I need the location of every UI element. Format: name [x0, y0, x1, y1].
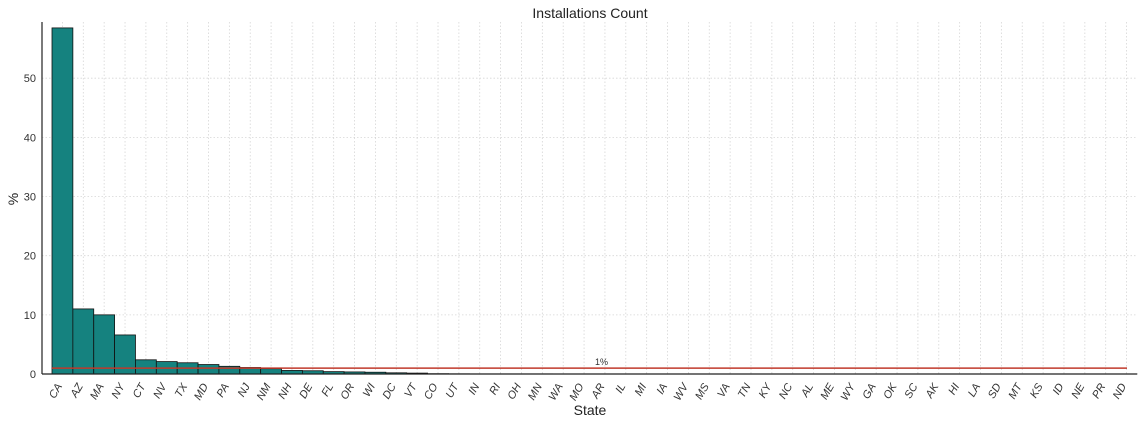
- x-tick-label-tn: TN: [736, 381, 754, 400]
- x-tick-label-ok: OK: [881, 381, 900, 401]
- x-tick-label-co: CO: [422, 381, 441, 402]
- x-tick-label-sd: SD: [986, 381, 1004, 400]
- bars: [51, 27, 1138, 375]
- x-tick-label-ga: GA: [860, 382, 878, 402]
- x-tick-label-ms: MS: [693, 381, 712, 402]
- x-tick-label-ky: KY: [757, 381, 775, 400]
- x-tick-label-va: VA: [715, 382, 732, 400]
- x-axis-label: State: [574, 402, 607, 418]
- x-tick-label-wa: WA: [547, 382, 566, 403]
- x-tick-label-or: OR: [339, 381, 358, 401]
- reference-line-label: 1%: [595, 357, 608, 367]
- x-tick-label-ne: NE: [1069, 381, 1087, 401]
- chart-title: Installations Count: [532, 5, 647, 21]
- y-tick-label: 20: [24, 251, 36, 263]
- x-ticks: CA AZ MA NY CT NV TX MD PA NJ NM NH DE FL OR WI DC VT CO UT…: [47, 380, 1129, 403]
- x-tick-label-nm: NM: [255, 381, 274, 403]
- x-tick-label-mo: MO: [567, 381, 586, 403]
- grid: [42, 22, 1137, 375]
- x-tick-label-la: LA: [966, 382, 983, 400]
- x-tick-label-nj: NJ: [236, 381, 253, 399]
- x-tick-label-nd: ND: [1111, 381, 1129, 401]
- x-tick-label-sc: SC: [902, 381, 920, 400]
- y-tick-label: 30: [24, 192, 36, 204]
- bar-md: [197, 364, 220, 375]
- y-tick-label: 40: [24, 132, 36, 144]
- x-tick-label-ar: AR: [589, 381, 608, 401]
- x-tick-label-pr: PR: [1090, 381, 1108, 400]
- x-tick-label-in: IN: [466, 381, 482, 397]
- x-tick-label-ia: IA: [655, 382, 671, 397]
- x-tick-label-ca: CA: [47, 382, 65, 401]
- x-tick-label-il: IL: [613, 382, 628, 396]
- x-tick-label-wy: WY: [839, 381, 859, 403]
- x-tick-label-nv: NV: [151, 380, 170, 401]
- x-tick-label-hi: HI: [946, 382, 962, 398]
- x-tick-label-oh: OH: [505, 381, 524, 401]
- x-tick-label-wv: WV: [672, 380, 692, 403]
- x-tick-label-wi: WI: [361, 382, 378, 400]
- y-axis-label: %: [5, 193, 21, 205]
- x-tick-label-md: MD: [192, 381, 211, 402]
- reference-line-group: 1%: [52, 357, 1127, 369]
- y-ticks: 0 10 20 30 40 50: [24, 73, 36, 381]
- bar-ct: [135, 359, 157, 375]
- x-tick-label-az: AZ: [68, 380, 87, 400]
- x-tick-label-fl: FL: [319, 382, 336, 399]
- x-tick-label-id: ID: [1051, 381, 1067, 397]
- x-tick-label-me: ME: [818, 381, 837, 402]
- x-tick-label-al: AL: [799, 382, 817, 401]
- x-tick-label-ny: NY: [110, 381, 128, 401]
- bar-ca: [51, 27, 74, 375]
- x-tick-label-nh: NH: [276, 381, 294, 401]
- y-tick-label: 10: [24, 310, 36, 322]
- x-tick-label-mi: MI: [633, 382, 650, 399]
- y-tick-label: 0: [30, 369, 36, 381]
- axes: [41, 22, 1137, 375]
- x-tick-label-ma: MA: [88, 382, 107, 402]
- x-tick-label-ak: AK: [923, 381, 942, 401]
- x-tick-label-vt: VT: [402, 380, 420, 399]
- bar-ma: [93, 314, 115, 375]
- x-tick-label-ut: UT: [444, 380, 462, 400]
- y-tick-label: 50: [24, 73, 36, 85]
- x-tick-label-tx: TX: [173, 381, 191, 400]
- bar-nm: [260, 368, 282, 375]
- x-tick-label-mn: MN: [526, 381, 545, 402]
- x-tick-label-ri: RI: [487, 382, 503, 398]
- x-tick-label-pa: PA: [215, 382, 232, 400]
- x-tick-label-nc: NC: [777, 381, 795, 401]
- bar-az: [72, 308, 95, 375]
- x-tick-label-dc: DC: [381, 381, 399, 401]
- x-tick-label-ks: KS: [1028, 381, 1046, 400]
- x-tick-label-ct: CT: [131, 380, 149, 400]
- x-tick-label-mt: MT: [1007, 380, 1026, 401]
- x-tick-label-de: DE: [297, 381, 315, 401]
